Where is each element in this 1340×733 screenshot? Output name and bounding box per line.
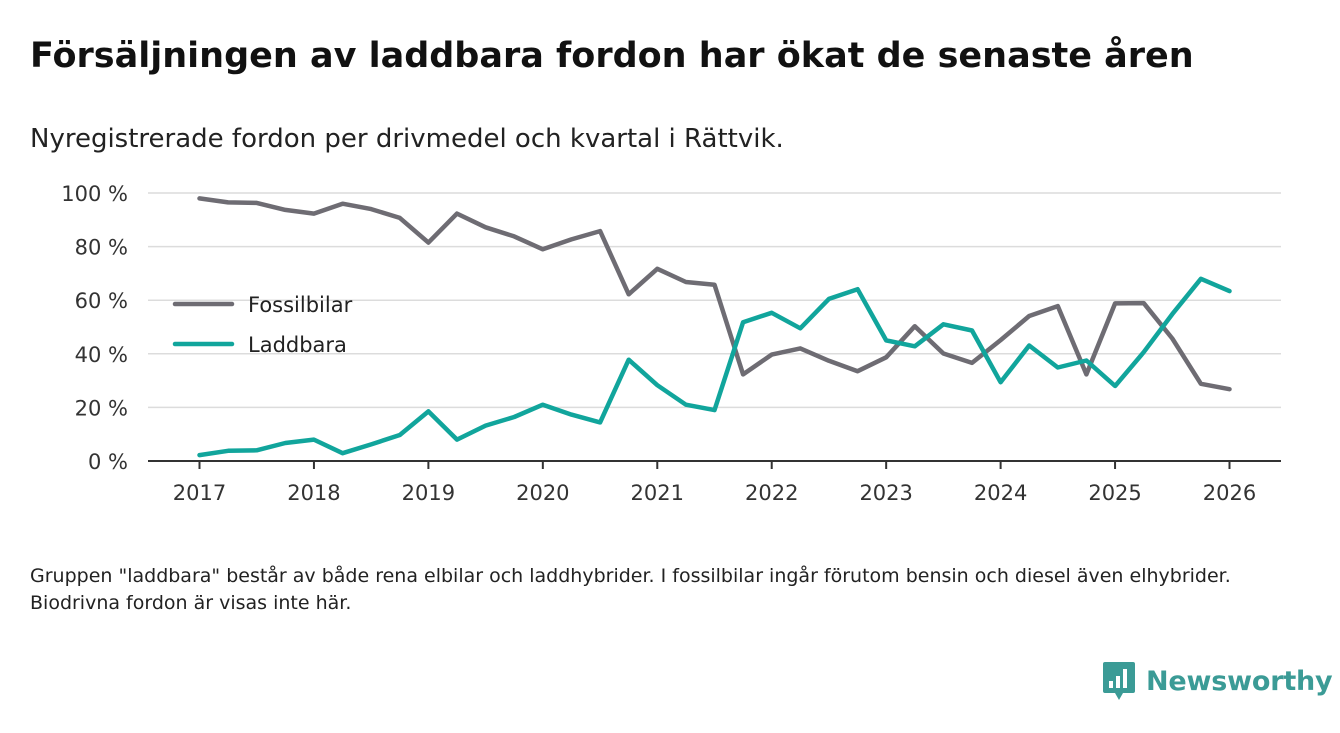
y-tick-label: 60 % bbox=[75, 289, 128, 313]
legend: Fossilbilar Laddbara bbox=[172, 293, 353, 357]
series-line-laddbara bbox=[197, 276, 1232, 458]
footnote: Gruppen "laddbara" består av både rena e… bbox=[30, 565, 1231, 614]
series-line-fossilbilar bbox=[197, 196, 1232, 392]
x-tick-label: 2022 bbox=[745, 481, 798, 505]
x-tick-label: 2026 bbox=[1203, 481, 1256, 505]
y-tick-label: 100 % bbox=[61, 182, 128, 206]
legend-label-fossilbilar: Fossilbilar bbox=[248, 293, 353, 317]
y-tick-label: 40 % bbox=[75, 343, 128, 367]
series-lines bbox=[197, 196, 1232, 458]
x-tick-label: 2021 bbox=[631, 481, 684, 505]
axes: 0 % 20 % 40 % 60 % 80 % 100 % 2017 2018 2019 2020… bbox=[61, 182, 1281, 505]
y-tick-label: 20 % bbox=[75, 396, 128, 420]
x-tick-label: 2018 bbox=[287, 481, 340, 505]
x-tick-label: 2023 bbox=[859, 481, 912, 505]
chart-title: Försäljningen av laddbara fordon har öka… bbox=[30, 36, 1194, 76]
y-tick-label: 0 % bbox=[88, 450, 128, 474]
x-tick-label: 2024 bbox=[974, 481, 1027, 505]
newsworthy-logo[interactable]: Newsworthy bbox=[1102, 660, 1333, 702]
x-tick-label: 2025 bbox=[1088, 481, 1141, 505]
x-tick-label: 2020 bbox=[516, 481, 569, 505]
newsworthy-logo-icon bbox=[1103, 662, 1135, 700]
x-tick-label: 2019 bbox=[402, 481, 455, 505]
legend-label-laddbara: Laddbara bbox=[248, 333, 347, 357]
line-chart: 0 % 20 % 40 % 60 % 80 % 100 % 2017 2018 2019 2020… bbox=[61, 182, 1281, 505]
chart-subtitle: Nyregistrerade fordon per drivmedel och … bbox=[30, 124, 784, 154]
brand-name: Newsworthy bbox=[1146, 665, 1333, 697]
x-tick-label: 2017 bbox=[173, 481, 226, 505]
y-tick-label: 80 % bbox=[75, 236, 128, 260]
